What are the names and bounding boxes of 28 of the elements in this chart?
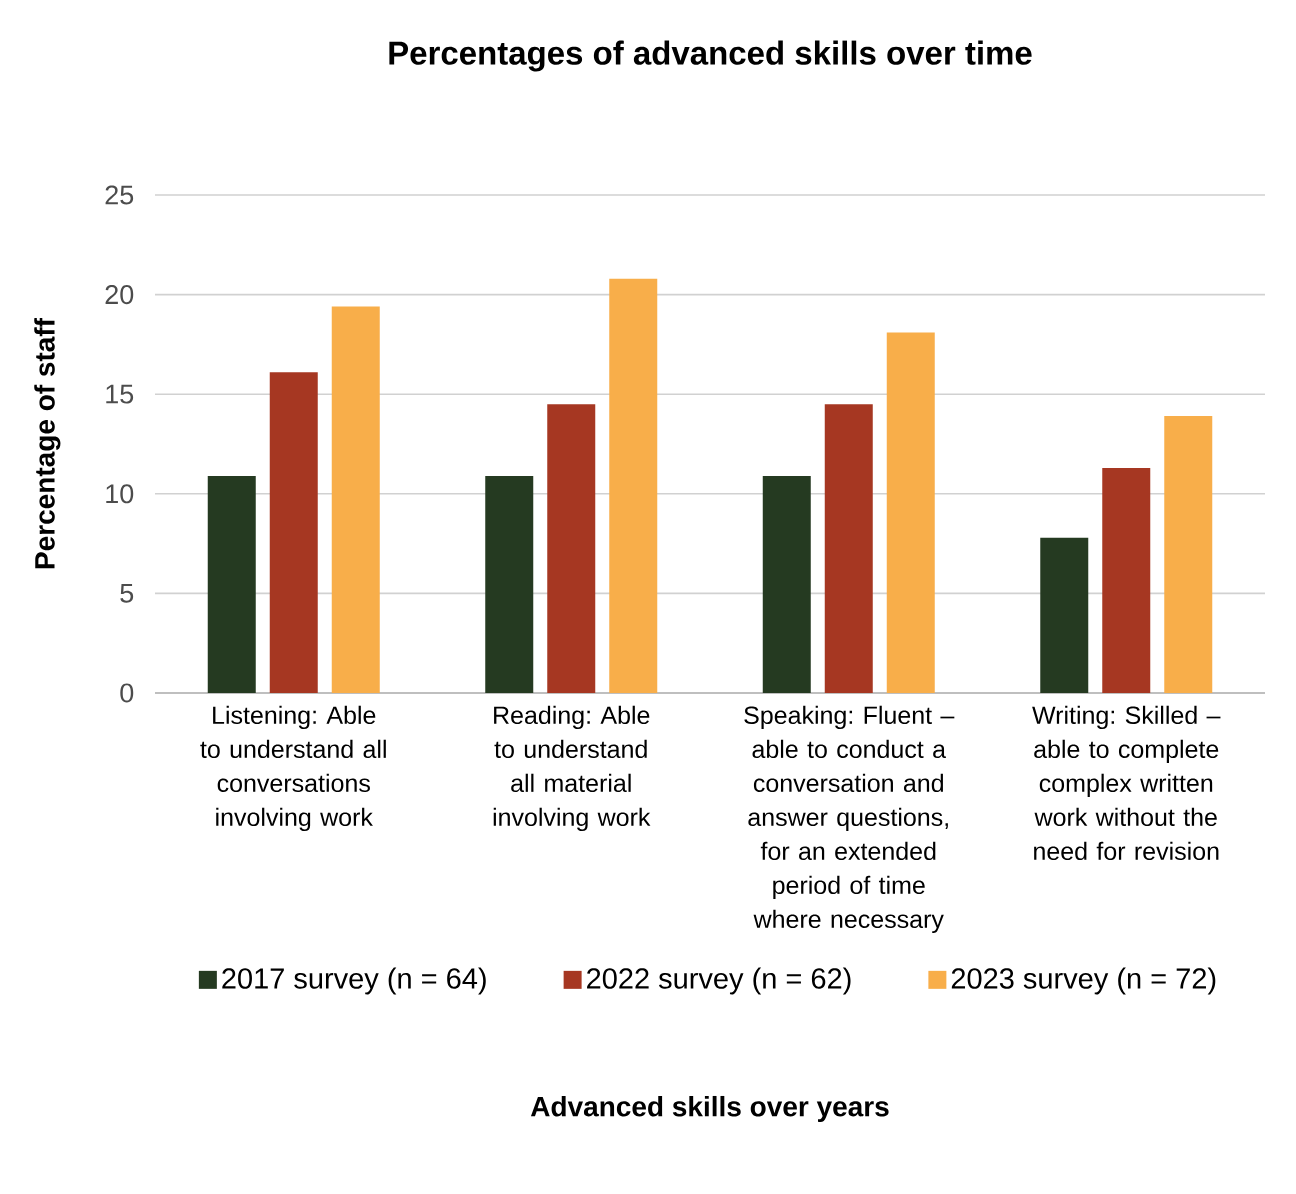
- x-tick-label: Reading: Able to understand all material involving work: [493, 705, 651, 832]
- bar: [1040, 537, 1089, 693]
- bar: [207, 475, 256, 693]
- bar: [485, 475, 534, 693]
- bar: [1102, 467, 1151, 693]
- chart-title: Percentages of advanced skills over time: [389, 40, 1032, 72]
- y-tick-label: 15: [106, 384, 134, 404]
- y-tick-label: 25: [105, 185, 134, 205]
- x-tick-label: Writing: Skilled – able to complete complex written work without the need for revision: [1032, 705, 1221, 861]
- bar: [1164, 416, 1213, 693]
- x-tick-label: Listening: Able to understand all conversations involving work: [200, 705, 386, 832]
- bar: [762, 475, 811, 693]
- y-tick-label: 10: [106, 484, 134, 504]
- legend-label: 2022 survey (n = 62): [587, 967, 851, 995]
- x-tick-label: Speaking: Fluent – able to conduct a conversation and answer questions, for an extended period of time where necessary: [744, 705, 955, 934]
- bar: [331, 306, 380, 693]
- y-tick-label: 5: [120, 584, 134, 603]
- bar: [824, 404, 873, 693]
- legend-label: 2017 survey (n = 64): [222, 967, 486, 995]
- legend-label: 2023 survey (n = 72): [951, 967, 1216, 995]
- text: Advanced skills over years: [530, 1095, 889, 1123]
- bar: [886, 332, 935, 693]
- bar: [609, 278, 658, 693]
- y-tick-label: 20: [105, 285, 134, 305]
- y-axis-title: Percentage of staff: [34, 317, 61, 569]
- bar: [269, 372, 318, 693]
- bar: [547, 404, 596, 693]
- y-tick-label: 0: [120, 683, 134, 703]
